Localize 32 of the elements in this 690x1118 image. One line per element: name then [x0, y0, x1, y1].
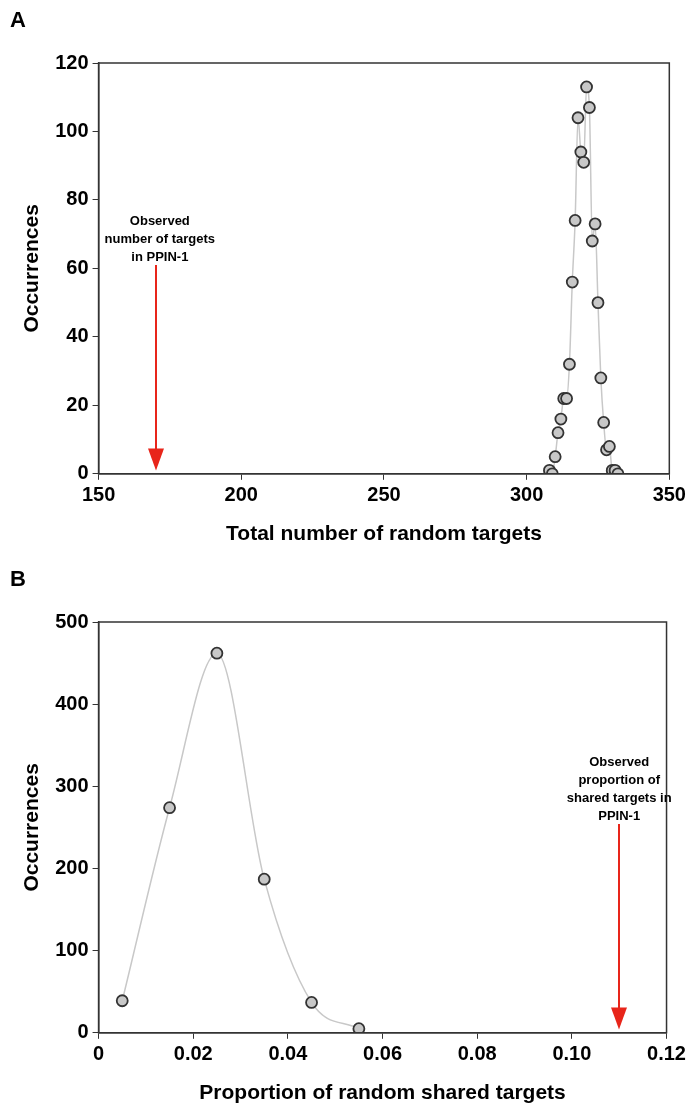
x-tick-label: 0.08: [457, 1042, 497, 1065]
x-tick-label: 200: [224, 483, 258, 506]
y-tick-label: 80: [66, 187, 89, 210]
y-tick-label: 20: [66, 392, 89, 415]
y-tick-label: 0: [77, 461, 89, 484]
y-tick-label: 0: [77, 1020, 89, 1043]
x-tick-label: 0.02: [173, 1042, 213, 1065]
ref-line-label: Observed number of targets in PPIN-1: [104, 213, 216, 265]
x-tick-label: 350: [652, 483, 686, 506]
x-tick-label: 300: [509, 483, 544, 506]
y-tick-label: 100: [55, 938, 89, 961]
y-tick-label: 120: [55, 50, 89, 73]
chart-title: A: [10, 7, 26, 33]
x-tick-label: 0: [93, 1042, 105, 1065]
y-tick-label: 500: [55, 609, 89, 632]
y-axis-title: Occurrences: [19, 763, 43, 892]
y-tick-label: 300: [55, 773, 89, 796]
x-axis-title: Total number of random targets: [226, 521, 542, 545]
y-tick-label: 200: [55, 856, 89, 878]
x-tick-label: 0.06: [363, 1042, 403, 1065]
x-axis-title: Proportion of random shared targets: [199, 1080, 566, 1104]
x-tick-label: 250: [367, 483, 401, 506]
y-tick-label: 100: [55, 118, 89, 141]
x-tick-label: 0.12: [647, 1042, 687, 1065]
x-tick-label: 0.04: [268, 1042, 309, 1065]
y-axis-title: Occurrences: [19, 204, 43, 333]
y-tick-label: 60: [66, 255, 89, 278]
chart-title: B: [10, 566, 26, 592]
y-tick-label: 400: [55, 691, 89, 714]
x-tick-label: 150: [81, 483, 116, 506]
x-tick-label: 0.10: [552, 1042, 592, 1065]
y-tick-label: 40: [66, 324, 89, 347]
